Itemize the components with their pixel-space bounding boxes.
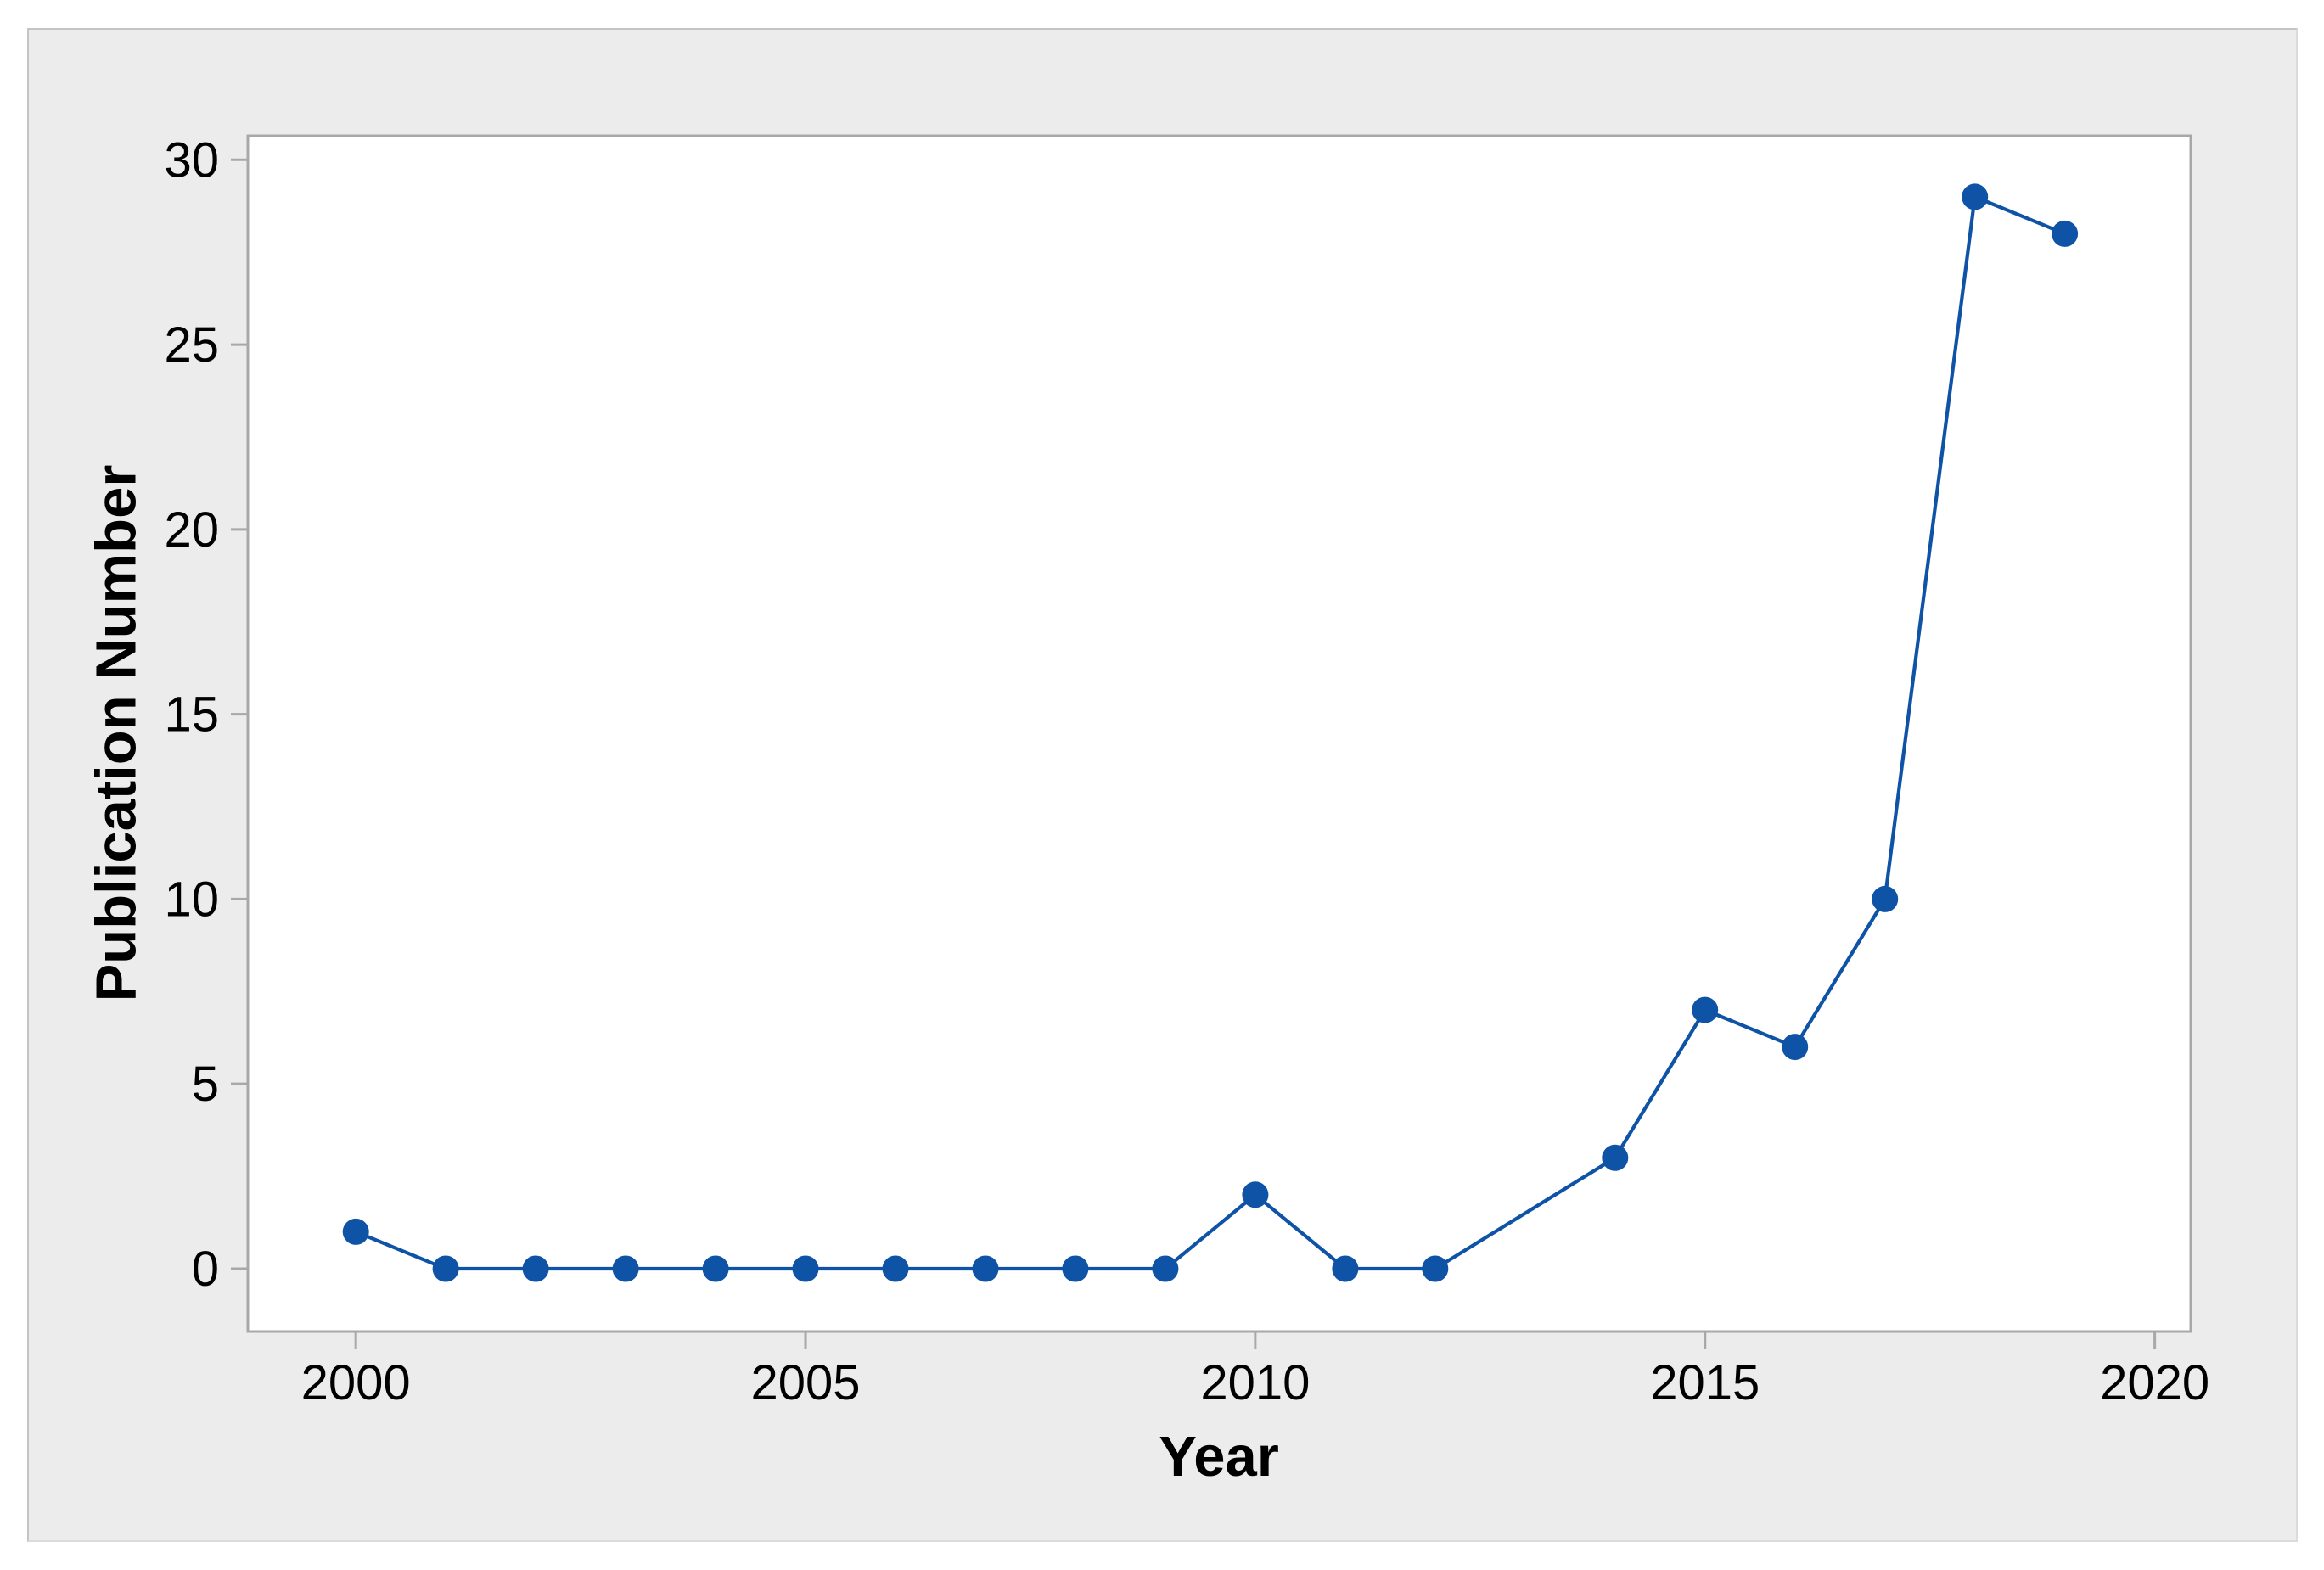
data-point bbox=[2052, 220, 2079, 247]
data-point bbox=[1152, 1255, 1179, 1282]
x-axis-title: Year bbox=[1159, 1425, 1279, 1489]
x-tick-label: 2005 bbox=[751, 1355, 861, 1410]
y-tick-label: 10 bbox=[164, 872, 219, 927]
y-tick-label: 15 bbox=[164, 687, 219, 743]
data-point bbox=[882, 1255, 909, 1282]
y-tick-label: 5 bbox=[192, 1057, 219, 1112]
data-point bbox=[612, 1255, 639, 1282]
data-point bbox=[792, 1255, 819, 1282]
y-tick-label: 30 bbox=[164, 132, 219, 188]
x-tick-label: 2015 bbox=[1650, 1355, 1760, 1410]
data-point bbox=[1962, 183, 1989, 210]
data-point bbox=[1602, 1144, 1629, 1171]
data-point bbox=[1422, 1255, 1449, 1282]
data-point bbox=[342, 1218, 369, 1245]
y-axis-title: Publication Number bbox=[84, 464, 149, 1002]
data-point bbox=[432, 1255, 459, 1282]
data-point bbox=[1242, 1181, 1269, 1208]
plot-area bbox=[246, 134, 2192, 1333]
y-tick-label: 20 bbox=[164, 502, 219, 558]
y-tick-label: 25 bbox=[164, 317, 219, 373]
data-point bbox=[972, 1255, 999, 1282]
data-point bbox=[522, 1255, 549, 1282]
data-point bbox=[702, 1255, 729, 1282]
data-point bbox=[1062, 1255, 1089, 1282]
x-tick-label: 2000 bbox=[301, 1355, 411, 1410]
x-tick-label: 2020 bbox=[2100, 1355, 2209, 1410]
data-point bbox=[1692, 996, 1719, 1023]
data-point bbox=[1332, 1255, 1359, 1282]
x-tick-label: 2010 bbox=[1200, 1355, 1310, 1410]
data-point bbox=[1782, 1034, 1809, 1061]
y-tick-label: 0 bbox=[192, 1242, 219, 1297]
data-point bbox=[1872, 885, 1899, 912]
